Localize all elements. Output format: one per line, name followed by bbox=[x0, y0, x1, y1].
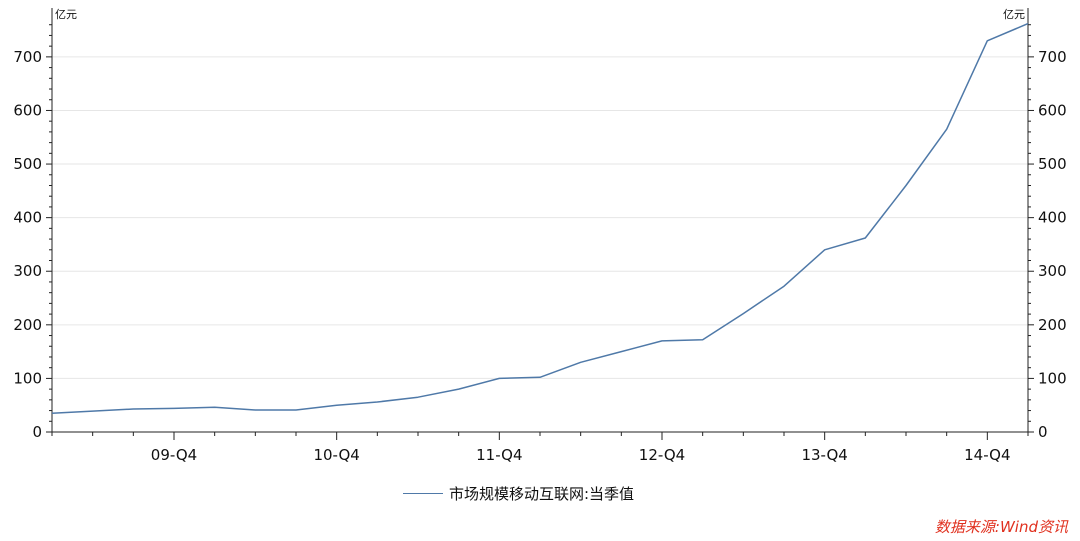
y-tick-label-left: 0 bbox=[32, 423, 42, 441]
y-tick-label-right: 700 bbox=[1038, 48, 1067, 66]
y-tick-label-right: 600 bbox=[1038, 101, 1067, 119]
y-axis-unit-right: 亿元 bbox=[1003, 8, 1025, 21]
y-tick-label-right: 400 bbox=[1038, 209, 1067, 227]
y-tick-label-left: 100 bbox=[13, 369, 42, 387]
y-tick-label-left: 600 bbox=[13, 101, 42, 119]
y-tick-label-left: 300 bbox=[13, 262, 42, 280]
legend: 市场规模移动互联网:当季值 bbox=[403, 482, 634, 504]
x-tick-label: 14-Q4 bbox=[964, 446, 1010, 464]
x-tick-label: 11-Q4 bbox=[476, 446, 522, 464]
x-tick-label: 09-Q4 bbox=[151, 446, 197, 464]
legend-label: 市场规模移动互联网:当季值 bbox=[449, 484, 635, 503]
x-tick-label: 13-Q4 bbox=[801, 446, 847, 464]
data-source-note: 数据来源:Wind资讯 bbox=[934, 518, 1068, 536]
y-tick-label-right: 0 bbox=[1038, 423, 1048, 441]
y-tick-label-left: 400 bbox=[13, 209, 42, 227]
y-tick-label-left: 700 bbox=[13, 48, 42, 66]
x-tick-label: 10-Q4 bbox=[313, 446, 359, 464]
y-tick-label-left: 500 bbox=[13, 155, 42, 173]
y-tick-label-right: 300 bbox=[1038, 262, 1067, 280]
y-tick-label-left: 200 bbox=[13, 316, 42, 334]
series-line-market-size bbox=[51, 22, 1029, 414]
y-axis-unit-left: 亿元 bbox=[55, 8, 77, 21]
axes: 0 0 100 100 200 200 300 300 400 400 500 500 600 600 70… bbox=[13, 8, 1067, 464]
x-tick-label: 12-Q4 bbox=[639, 446, 685, 464]
legend-swatch bbox=[403, 492, 443, 494]
y-tick-label-right: 200 bbox=[1038, 316, 1067, 334]
grid-lines bbox=[52, 56, 1028, 379]
y-tick-label-right: 500 bbox=[1038, 155, 1067, 173]
series-layer bbox=[51, 22, 1029, 414]
y-tick-label-right: 100 bbox=[1038, 369, 1067, 387]
